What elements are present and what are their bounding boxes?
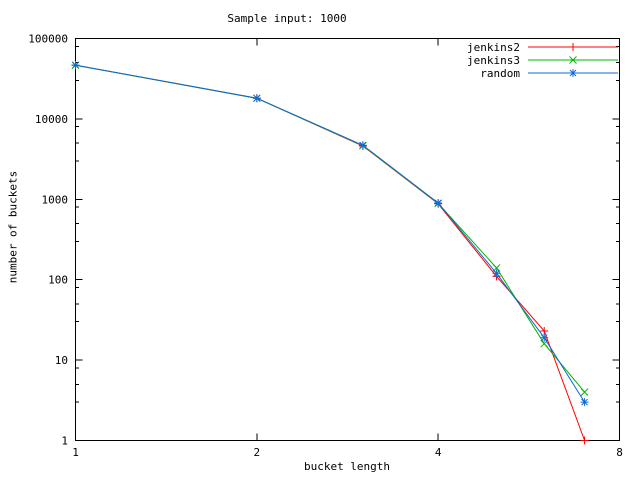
legend-marker-random (569, 69, 577, 77)
marker-stroke (493, 269, 500, 277)
y-tick-label: 100000 (28, 33, 68, 46)
series-marker-random (252, 94, 261, 103)
series-line-random (75, 64, 585, 403)
series-line-jenkins3 (75, 64, 585, 393)
x-tick-label: 1 (72, 446, 79, 459)
marker-stroke (581, 398, 588, 406)
x-tick-label: 8 (616, 446, 623, 459)
marker-stroke (540, 334, 548, 342)
x-tick-label: 4 (435, 446, 442, 459)
series-marker-jenkins2 (540, 327, 549, 336)
legend-marker-jenkins2 (569, 43, 577, 51)
series-marker-random (540, 333, 549, 342)
x-axis-label: bucket length (303, 460, 391, 473)
series-marker-random (358, 141, 367, 150)
y-tick-label: 100 (48, 274, 68, 287)
marker-stroke (569, 56, 577, 64)
y-tick-label: 1000 (42, 193, 69, 206)
series-marker-random (492, 269, 501, 278)
series-marker-jenkins3 (580, 388, 589, 396)
series-marker-random (580, 398, 589, 407)
legend-label-jenkins2: jenkins2 (467, 41, 520, 54)
marker-stroke (359, 141, 367, 149)
series-marker-jenkins2 (580, 436, 589, 445)
marker-stroke (569, 69, 577, 77)
plot-border (75, 38, 620, 441)
marker-stroke (580, 388, 589, 396)
legend-label-random: random (480, 67, 520, 80)
y-tick-label: 10000 (35, 113, 68, 126)
legend-marker-jenkins3 (569, 56, 577, 64)
x-tick-label: 2 (254, 446, 261, 459)
legend-label-jenkins3: jenkins3 (467, 54, 520, 67)
marker-stroke (253, 94, 261, 102)
chart-title: Sample input: 1000 (227, 12, 347, 25)
y-tick-label: 10 (55, 354, 68, 367)
series-line-jenkins2 (75, 64, 586, 441)
marker-stroke (434, 199, 442, 207)
series-marker-random (434, 198, 443, 207)
marker-stroke (72, 61, 79, 69)
series-marker-random (71, 61, 80, 70)
y-tick-label: 1 (61, 435, 68, 448)
